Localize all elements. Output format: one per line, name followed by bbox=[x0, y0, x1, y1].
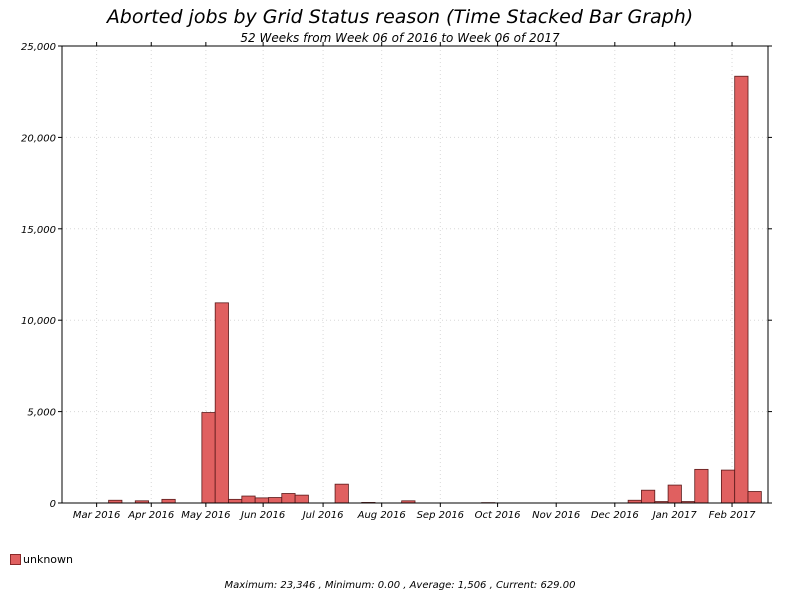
bar bbox=[268, 497, 283, 504]
x-tick-label: Apr 2016 bbox=[127, 510, 174, 521]
y-tick-label: 25,000 bbox=[21, 42, 56, 53]
x-tick-label: Nov 2016 bbox=[532, 510, 580, 521]
x-tick-label: Dec 2016 bbox=[591, 510, 639, 521]
y-tick-label: 15,000 bbox=[21, 225, 56, 236]
bar bbox=[694, 468, 709, 504]
bar bbox=[294, 494, 309, 504]
bar bbox=[228, 498, 243, 504]
bar bbox=[334, 483, 349, 504]
bar bbox=[214, 302, 229, 504]
y-tick-label: 10,000 bbox=[21, 316, 56, 327]
bar bbox=[747, 491, 762, 504]
x-tick-label: Mar 2016 bbox=[73, 510, 121, 521]
x-tick-label: Oct 2016 bbox=[475, 510, 521, 521]
bar bbox=[641, 489, 656, 504]
bar bbox=[667, 484, 682, 504]
bar bbox=[201, 412, 216, 504]
y-tick-label: 20,000 bbox=[21, 133, 56, 144]
plot-frame bbox=[61, 45, 769, 504]
y-tick-label: 0 bbox=[50, 499, 56, 510]
bar bbox=[161, 498, 176, 504]
chart-subtitle: 52 Weeks from Week 06 of 2016 to Week 06… bbox=[240, 31, 560, 45]
bar bbox=[734, 75, 749, 504]
chart-title: Aborted jobs by Grid Status reason (Time… bbox=[106, 6, 694, 28]
bar bbox=[241, 495, 256, 504]
legend-label: unknown bbox=[23, 553, 73, 566]
legend-swatch bbox=[10, 554, 21, 565]
x-tick-label: Aug 2016 bbox=[357, 510, 406, 521]
bar bbox=[281, 493, 296, 504]
stats-footer: Maximum: 23,346 , Minimum: 0.00 , Averag… bbox=[224, 580, 576, 591]
x-tick-label: Jul 2016 bbox=[301, 510, 344, 521]
x-tick-label: Feb 2017 bbox=[709, 510, 757, 521]
y-tick-label: 5,000 bbox=[27, 408, 56, 419]
legend: unknown bbox=[10, 553, 73, 566]
bar bbox=[254, 497, 269, 504]
x-tick-label: Jun 2016 bbox=[239, 510, 285, 521]
x-tick-label: Jan 2017 bbox=[651, 510, 698, 521]
x-tick-label: May 2016 bbox=[181, 510, 230, 521]
x-tick-label: Sep 2016 bbox=[417, 510, 464, 521]
bar bbox=[720, 469, 736, 504]
